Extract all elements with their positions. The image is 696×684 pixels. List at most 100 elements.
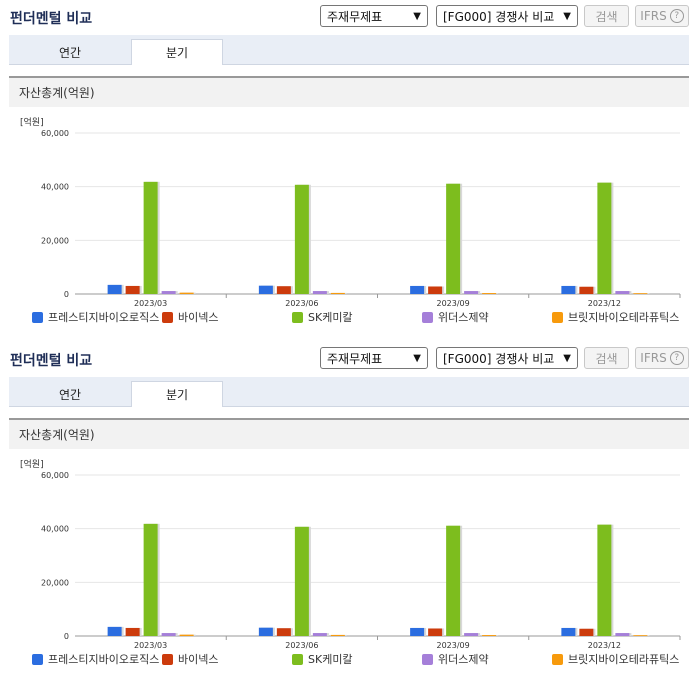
x-tick-label: 2023/06 <box>285 299 318 308</box>
bar <box>161 633 176 636</box>
bar <box>428 286 443 294</box>
legend-swatch <box>162 653 173 665</box>
total-assets-chart: 60,000 40,000 20,000 0 2023/03 2023/06 2023/09… <box>41 471 681 650</box>
ifrs-help-button[interactable]: IFRS ? <box>635 347 689 369</box>
bar <box>410 627 425 636</box>
legend-label: 프레스티지바이오로직스 <box>48 311 160 324</box>
bar <box>561 285 576 294</box>
legend-item[interactable]: 위더스제약 <box>422 651 489 667</box>
bar <box>482 293 497 294</box>
bar <box>464 291 479 294</box>
bar <box>107 284 122 294</box>
legend-swatch <box>552 311 563 323</box>
legend-swatch <box>32 311 43 323</box>
report-type-select[interactable]: 주재무제표 ▼ <box>320 5 428 27</box>
compare-value: [FG000] 경쟁사 비교 <box>443 351 555 366</box>
bar <box>312 633 327 636</box>
legend-swatch <box>422 311 433 323</box>
bar <box>125 285 140 294</box>
bar <box>143 181 158 294</box>
y-tick-label: 0 <box>64 290 69 299</box>
y-tick-label: 40,000 <box>41 525 69 534</box>
legend-item[interactable]: SK케미칼 <box>292 651 353 667</box>
bar <box>579 286 594 294</box>
legend-item[interactable]: 프레스티지바이오로직스 <box>32 309 159 325</box>
bar <box>258 627 273 636</box>
bar <box>330 292 345 294</box>
search-button[interactable]: 검색 <box>584 347 629 369</box>
bar <box>276 628 291 636</box>
legend-label: 브릿지바이오테라퓨틱스 <box>568 311 680 324</box>
y-axis-unit: [억원] <box>20 460 44 470</box>
compare-select[interactable]: [FG000] 경쟁사 비교 ▼ <box>436 5 578 27</box>
legend-label: SK케미칼 <box>308 653 353 666</box>
panel-title: 펀더멘털 비교 <box>10 11 93 27</box>
x-tick-label: 2023/12 <box>588 641 621 650</box>
bar <box>330 634 345 636</box>
bar <box>597 524 612 636</box>
bar <box>446 183 461 294</box>
panel-title: 펀더멘털 비교 <box>10 353 93 369</box>
y-axis-unit: [억원] <box>20 118 44 128</box>
help-icon: ? <box>669 9 684 23</box>
legend-swatch <box>32 653 43 665</box>
bar <box>561 627 576 636</box>
tab-quarterly[interactable]: 분기 <box>131 381 223 407</box>
bar <box>179 292 194 294</box>
report-type-select[interactable]: 주재무제표 ▼ <box>320 347 428 369</box>
section-title: 자산총계(억원) <box>9 76 689 107</box>
x-tick-label: 2023/09 <box>437 641 470 650</box>
report-type-value: 주재무제표 <box>327 9 383 24</box>
x-tick-label: 2023/12 <box>588 299 621 308</box>
legend-item[interactable]: SK케미칼 <box>292 309 353 325</box>
bar <box>633 635 648 636</box>
legend-label: 바이넥스 <box>178 311 219 324</box>
bar <box>125 627 140 636</box>
section-title: 자산총계(억원) <box>9 418 689 449</box>
legend-item[interactable]: 바이넥스 <box>162 309 218 325</box>
fundamental-panel: 펀더멘털 비교 주재무제표 ▼ [FG000] 경쟁사 비교 ▼ 검색 IFRS… <box>9 5 689 325</box>
legend-item[interactable]: 바이넥스 <box>162 651 218 667</box>
tab-annual[interactable]: 연간 <box>58 45 82 60</box>
chevron-down-icon: ▼ <box>413 10 421 22</box>
legend-label: 프레스티지바이오로직스 <box>48 653 160 666</box>
legend-item[interactable]: 브릿지바이오테라퓨틱스 <box>552 651 679 667</box>
bar <box>179 634 194 636</box>
legend-label: 바이넥스 <box>178 653 219 666</box>
legend-label: 위더스제약 <box>438 311 489 324</box>
legend-item[interactable]: 프레스티지바이오로직스 <box>32 651 159 667</box>
legend-swatch <box>552 653 563 665</box>
tab-annual[interactable]: 연간 <box>58 387 82 402</box>
y-tick-label: 60,000 <box>41 471 69 480</box>
bar <box>294 526 309 636</box>
y-tick-label: 20,000 <box>41 236 69 245</box>
legend-label: 위더스제약 <box>438 653 489 666</box>
bar <box>294 184 309 294</box>
ifrs-help-button[interactable]: IFRS ? <box>635 5 689 27</box>
compare-select[interactable]: [FG000] 경쟁사 비교 ▼ <box>436 347 578 369</box>
legend-swatch <box>162 311 173 323</box>
legend-label: 브릿지바이오테라퓨틱스 <box>568 653 680 666</box>
bar <box>579 628 594 636</box>
bar <box>633 293 648 294</box>
period-tabs: 연간 분기 <box>9 377 689 407</box>
legend-swatch <box>292 653 303 665</box>
bar <box>464 633 479 636</box>
search-button[interactable]: 검색 <box>584 5 629 27</box>
y-tick-label: 40,000 <box>41 183 69 192</box>
chevron-down-icon: ▼ <box>563 10 571 22</box>
report-type-value: 주재무제표 <box>327 351 383 366</box>
y-tick-label: 20,000 <box>41 578 69 587</box>
legend-item[interactable]: 위더스제약 <box>422 309 489 325</box>
tab-quarterly[interactable]: 분기 <box>131 39 223 65</box>
x-tick-label: 2023/09 <box>437 299 470 308</box>
bar <box>161 291 176 294</box>
chevron-down-icon: ▼ <box>413 352 421 364</box>
bar <box>312 291 327 294</box>
legend-label: SK케미칼 <box>308 311 353 324</box>
bar <box>428 628 443 636</box>
bar <box>410 285 425 294</box>
bar <box>107 626 122 636</box>
legend-item[interactable]: 브릿지바이오테라퓨틱스 <box>552 309 679 325</box>
help-icon: ? <box>669 351 684 365</box>
